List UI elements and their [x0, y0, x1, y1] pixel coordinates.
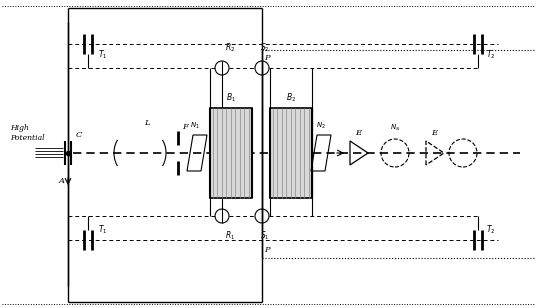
Text: $T_1$: $T_1$ [98, 224, 107, 236]
Text: $B_1$: $B_1$ [226, 91, 236, 104]
Text: $N_1$: $N_1$ [190, 121, 200, 131]
Text: $S_2$: $S_2$ [260, 42, 270, 54]
Text: $T_2$: $T_2$ [486, 48, 495, 60]
Text: $R_2$: $R_2$ [225, 42, 235, 54]
Text: E: E [355, 129, 361, 137]
Bar [210, 108, 252, 198]
Text: P: P [264, 54, 269, 62]
Text: A: A [59, 177, 65, 185]
Text: $S_1$: $S_1$ [260, 230, 270, 242]
Text: E: E [431, 129, 437, 137]
Text: P: P [264, 246, 269, 254]
Text: $T_1$: $T_1$ [98, 48, 107, 60]
Text: High
Potential: High Potential [10, 124, 44, 142]
Text: C: C [76, 131, 82, 139]
Text: $T_2$: $T_2$ [486, 224, 495, 236]
Bar [270, 108, 312, 198]
Text: $B_2$: $B_2$ [286, 91, 296, 104]
Text: $N_2$: $N_2$ [316, 121, 326, 131]
Text: L: L [144, 119, 150, 127]
Text: $R_1$: $R_1$ [225, 230, 235, 242]
Text: $N_a$: $N_a$ [390, 123, 400, 133]
Text: F: F [182, 123, 188, 131]
